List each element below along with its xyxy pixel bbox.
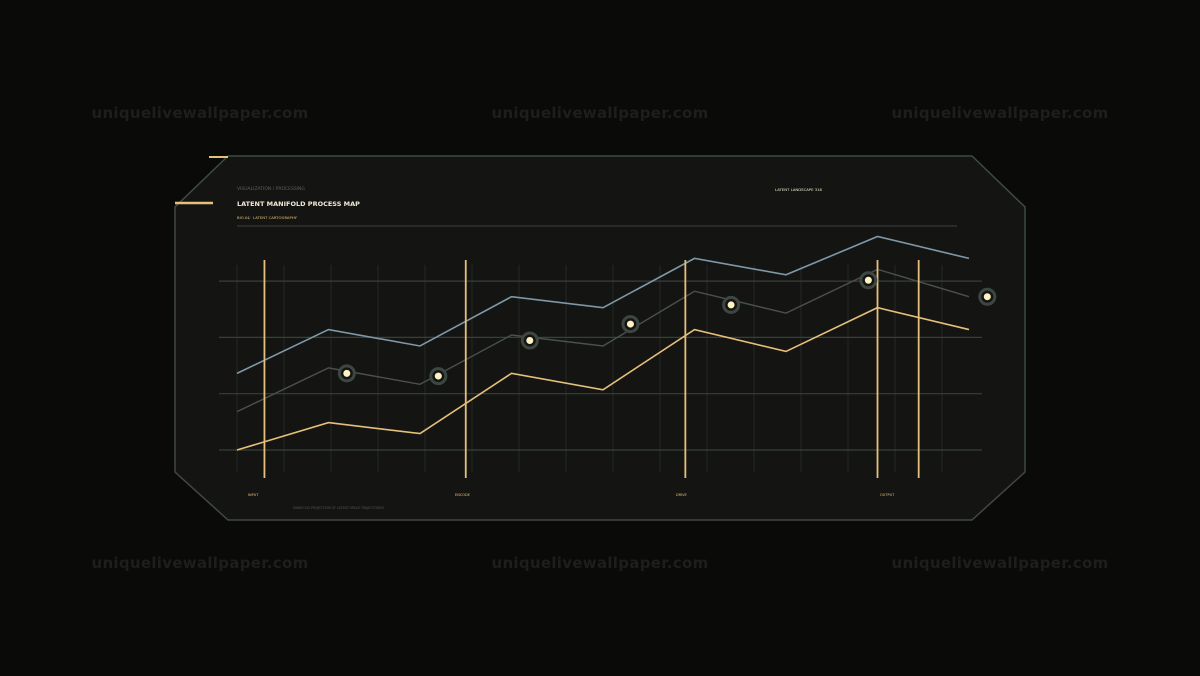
watermark-text: uniquelivewallpaper.com [891, 104, 1109, 122]
watermark-text: uniquelivewallpaper.com [491, 104, 709, 122]
series-group [236, 235, 970, 451]
watermark-text: uniquelivewallpaper.com [891, 554, 1109, 572]
point-marker [343, 369, 351, 377]
point-marker [434, 372, 442, 380]
point-marker [983, 293, 991, 301]
watermark-text: uniquelivewallpaper.com [491, 554, 709, 572]
stage-markers [263, 260, 920, 478]
point-marker [526, 337, 534, 344]
header-eyebrow: VISUALIZATION / PROCESSING [237, 186, 305, 192]
series-line-2 [236, 268, 970, 413]
point-marker [864, 276, 872, 284]
header-meta-left: BIO.04 [237, 215, 250, 220]
header-meta-right: LATENT CARTOGRAPHY [253, 215, 298, 220]
series-line-1 [236, 235, 970, 375]
stage-label: ENCODE [455, 493, 470, 497]
point-marker [727, 301, 735, 309]
footer-note: MANIFOLD PROJECTION OF LATENT SPACE TRAJ… [293, 506, 384, 510]
point-marker [626, 320, 634, 328]
stage-label: DRIVE [676, 493, 687, 497]
chart-title: LATENT MANIFOLD PROCESS MAP [237, 200, 360, 208]
watermark-text: uniquelivewallpaper.com [91, 104, 309, 122]
grid [219, 265, 982, 472]
header-top-right: LATENT LANDSCAPE 318 [775, 187, 823, 192]
stage-label: INPUT [248, 493, 259, 497]
point-markers [337, 271, 997, 386]
header-meta-sep: // [248, 215, 251, 220]
watermark-text: uniquelivewallpaper.com [91, 554, 309, 572]
stage-label: OUTPUT [880, 493, 895, 497]
series-line-3 [236, 306, 970, 451]
